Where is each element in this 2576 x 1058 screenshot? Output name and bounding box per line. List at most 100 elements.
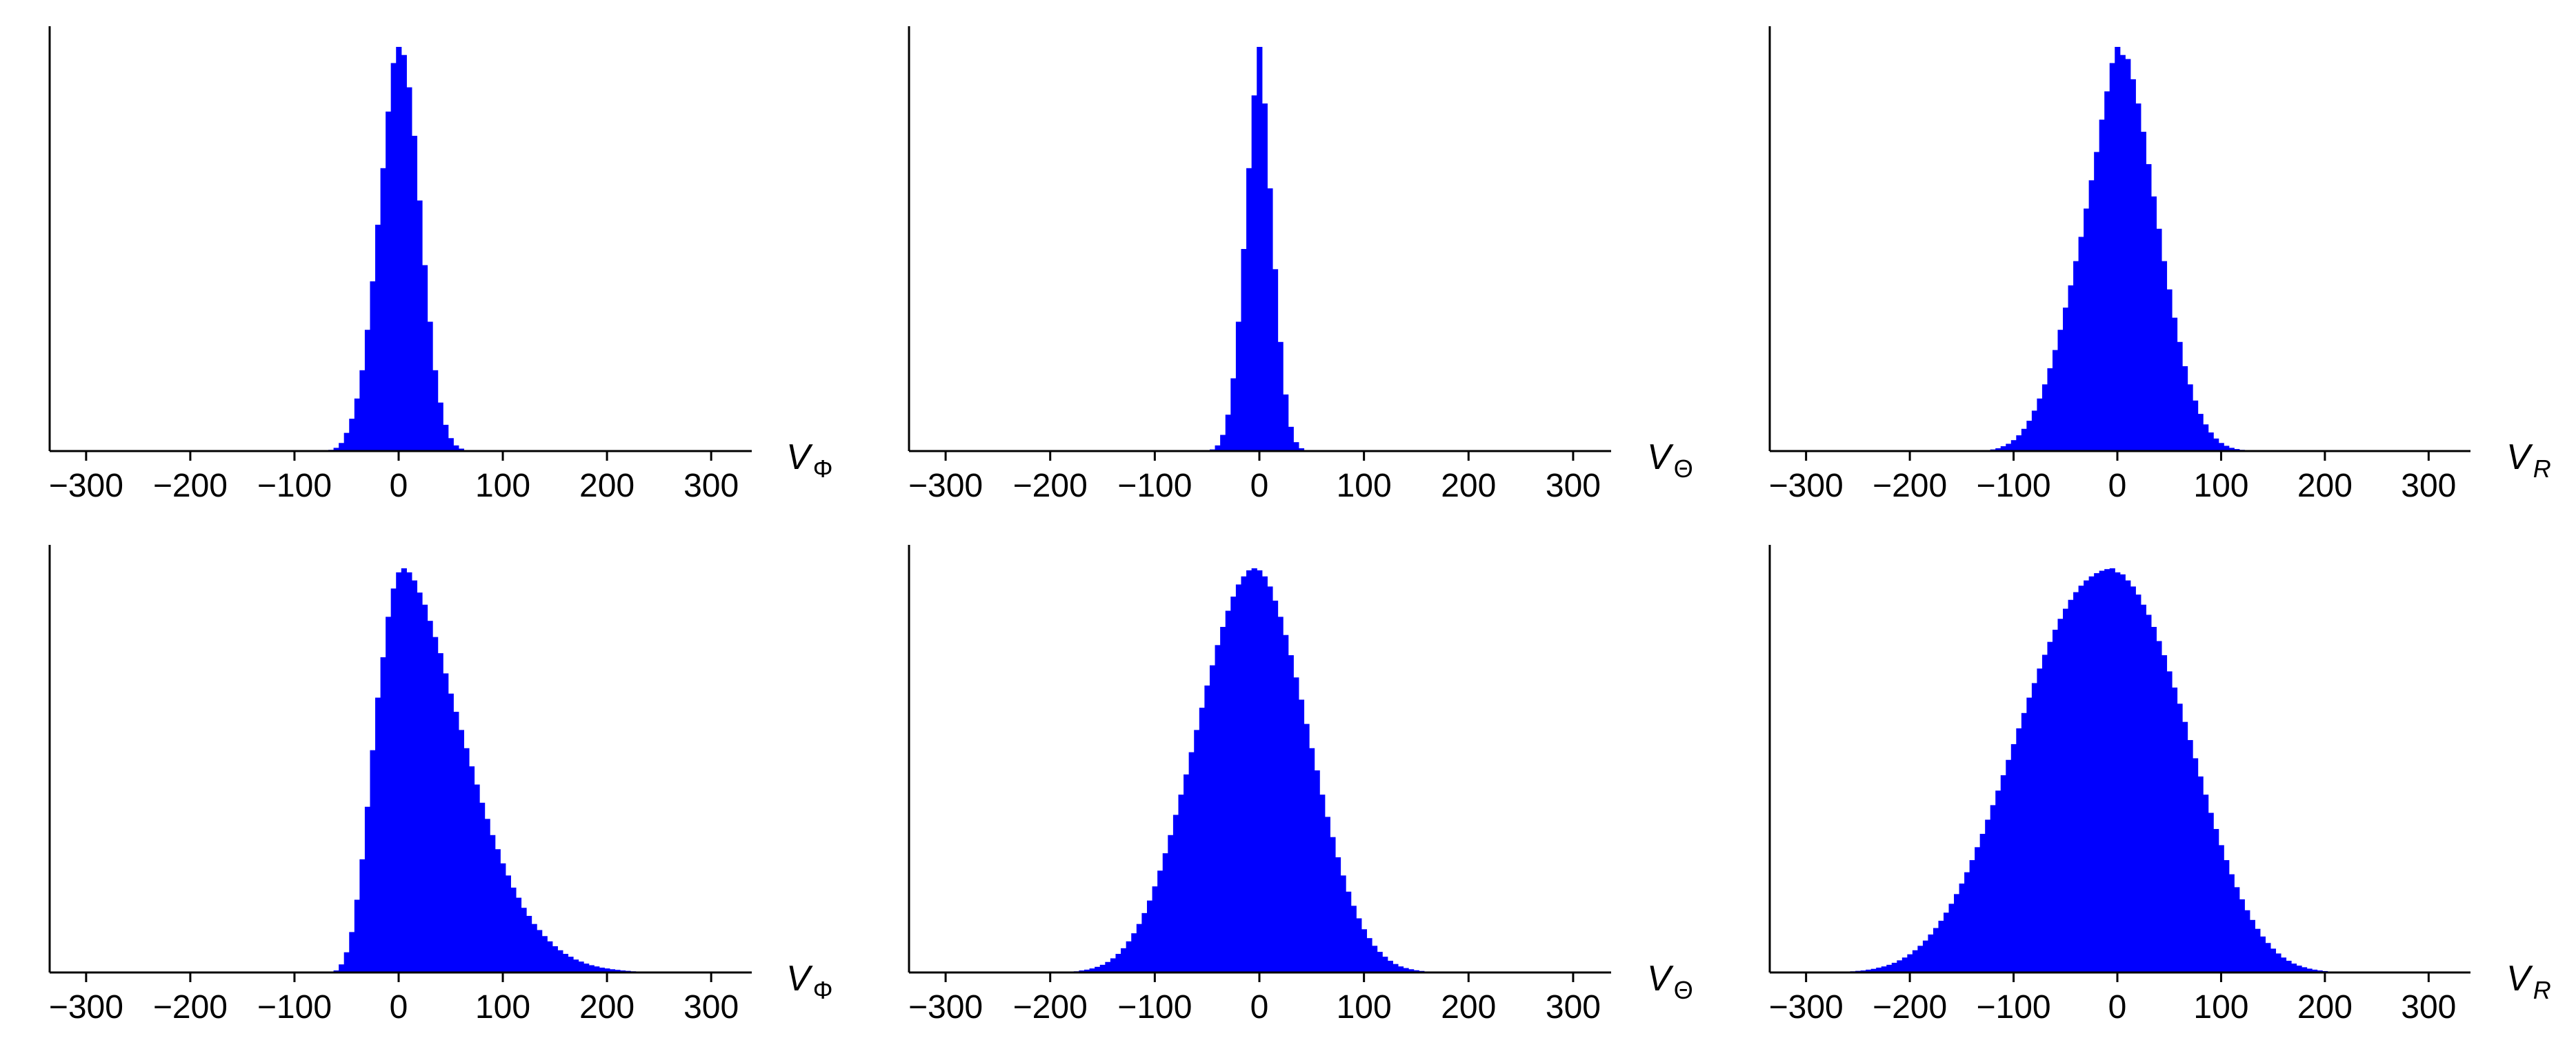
histogram-bar [468, 766, 475, 972]
histogram-bar [2197, 414, 2204, 451]
histogram-bar [1964, 872, 1970, 972]
x-tick-label: 200 [2297, 989, 2353, 1026]
x-tick-label: −100 [1976, 989, 2050, 1026]
histogram-bar [594, 966, 600, 972]
histogram-bar [2187, 384, 2193, 451]
x-axis-label-subscript: Θ [1674, 976, 1693, 1004]
histogram-bar [2099, 570, 2105, 972]
histogram-bar [2193, 758, 2199, 972]
histogram-bar [1204, 685, 1210, 972]
histogram-bar [1105, 961, 1111, 972]
histogram-bar [2306, 968, 2313, 972]
x-tick-label: 0 [1250, 468, 1269, 504]
histogram-bar [2084, 580, 2090, 972]
histogram-bar [1251, 95, 1257, 451]
histogram-bar [573, 959, 579, 972]
histogram-panel-bottom-right: −300 −200 −100 0 100 200 300 V R [1768, 545, 2551, 1026]
histogram-bar [443, 673, 449, 972]
histogram-bar [1272, 600, 1279, 972]
histogram-bar [1199, 708, 1205, 972]
histogram-bar [2031, 683, 2037, 972]
histogram-bar [1152, 886, 1158, 972]
histogram-bar [427, 321, 433, 451]
x-axis-label-symbol: V [2506, 437, 2533, 477]
x-tick-label: −100 [1117, 468, 1192, 504]
histogram-bar [1346, 891, 1352, 972]
histogram-bar [1876, 967, 1882, 972]
histogram-panel-top-right: −300 −200 −100 0 100 200 300 V R [1768, 26, 2551, 504]
histogram-bar [2208, 812, 2214, 972]
histogram-bar [1220, 435, 1226, 451]
histogram-bar [1933, 928, 1939, 972]
histogram-bar [2213, 438, 2219, 451]
x-tick-label: −100 [257, 468, 332, 504]
histogram-bars [1985, 47, 2245, 452]
histogram-bar [2104, 569, 2110, 972]
x-tick-label: 100 [475, 468, 530, 504]
histogram-bar [1324, 817, 1330, 972]
histogram-bar [443, 424, 449, 451]
histogram-bar [1136, 924, 1142, 972]
histogram-bar [432, 637, 439, 972]
histogram-bars [328, 47, 470, 452]
histogram-bar [437, 402, 443, 451]
histogram-bar [537, 930, 543, 972]
histogram-bar [1944, 912, 1950, 972]
histogram-bar [2037, 668, 2043, 972]
histogram-bar [1985, 819, 1991, 972]
histogram-bar [2203, 424, 2209, 451]
histogram-bar [2208, 432, 2214, 451]
histogram-bar [1267, 586, 1273, 972]
histogram-bar [354, 899, 360, 972]
histogram-bar [2280, 957, 2287, 972]
x-tick-label: 100 [1337, 989, 1392, 1026]
histogram-bar [521, 908, 527, 972]
histogram-bar [2244, 910, 2250, 972]
histogram-bar [359, 859, 366, 972]
histogram-bar [2161, 655, 2168, 972]
histogram-bar [1361, 929, 1368, 972]
histogram-bar [568, 957, 574, 972]
histogram-bars [333, 568, 678, 972]
histogram-bar [2182, 721, 2188, 972]
histogram-bar [562, 954, 569, 972]
x-tick-label: 100 [2193, 468, 2248, 504]
histogram-bar [2213, 828, 2219, 972]
histogram-bar [453, 445, 459, 451]
x-tick-label: 200 [1441, 989, 1496, 1026]
histogram-bar [609, 969, 616, 972]
histogram-bar [1241, 249, 1247, 451]
histogram-bar [1095, 966, 1101, 972]
histogram-bar [463, 748, 470, 972]
histogram-bar [2010, 743, 2017, 972]
histogram-bar [2084, 208, 2090, 451]
x-tick-label: −300 [908, 468, 983, 504]
histogram-bar [1870, 968, 1877, 972]
histogram-bar [588, 965, 595, 972]
histogram-bar [2166, 289, 2173, 451]
histogram-bar [458, 730, 464, 972]
histogram-bar [364, 330, 371, 451]
histogram-bar [2115, 47, 2121, 451]
histogram-bar [2312, 969, 2318, 972]
histogram-panel-bottom-middle: −300 −200 −100 0 100 200 300 V Θ [908, 545, 1693, 1026]
histogram-bar [2073, 261, 2079, 451]
histogram-bar [1995, 448, 2001, 451]
histogram-bar [1157, 870, 1164, 972]
histogram-bar [375, 224, 381, 451]
histogram-bar [2171, 687, 2178, 972]
histogram-bar [484, 819, 490, 972]
histogram-bar [1261, 103, 1268, 452]
histogram-bar [1220, 626, 1226, 972]
histogram-bar [2041, 655, 2048, 972]
histogram-bar [1257, 570, 1263, 972]
x-axis-label-subscript: R [2533, 455, 2551, 483]
x-tick-label: 0 [1250, 989, 1269, 1026]
histogram-bar [1891, 962, 1897, 972]
histogram-bar [411, 135, 418, 452]
histogram-bar [364, 806, 371, 972]
x-tick-label: −100 [1976, 468, 2050, 504]
